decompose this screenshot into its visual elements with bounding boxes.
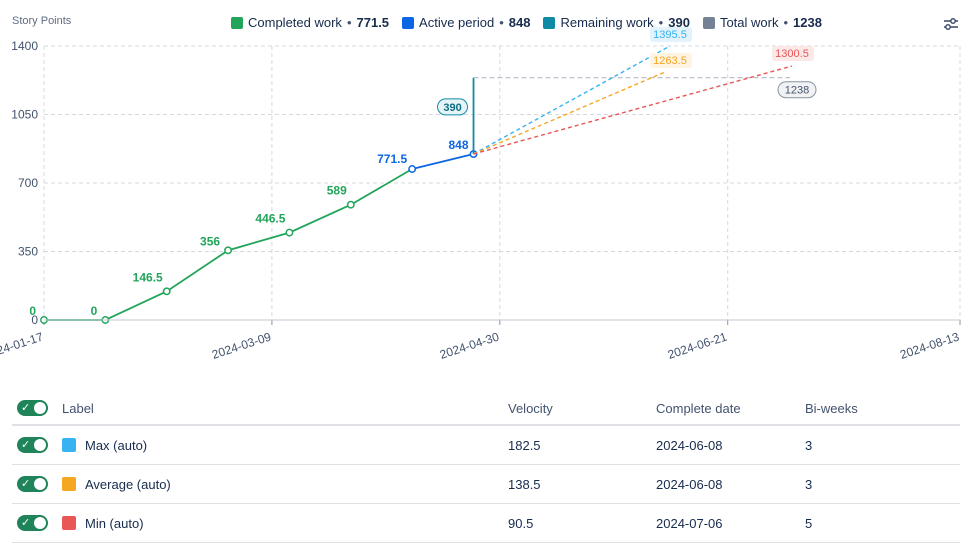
data-label: 0 (29, 304, 36, 318)
legend-value-total: 1238 (793, 15, 822, 30)
legend-swatch-total (702, 16, 715, 29)
y-tick-label: 350 (18, 245, 38, 259)
legend-swatch-completed (231, 16, 243, 29)
legend-value-completed: 771.5 (356, 15, 390, 30)
data-label: 771.5 (377, 152, 407, 166)
data-label: 446.5 (255, 212, 285, 226)
y-tick-label: 1400 (11, 39, 38, 53)
legend-value-remaining: 390 (668, 15, 690, 30)
projection-badge (772, 46, 814, 61)
sliders-icon[interactable] (942, 16, 960, 32)
data-label: 356 (200, 234, 220, 248)
toggle-average[interactable]: ✓ (17, 476, 48, 492)
legend-item-completed[interactable]: Completed work • 771.5 (231, 15, 389, 30)
projection-line (473, 65, 793, 155)
color-swatch-average (62, 477, 76, 491)
row-velocity: 138.5 (508, 476, 541, 492)
toggle-max[interactable]: ✓ (17, 437, 48, 453)
completed-work-line (44, 168, 413, 321)
legend-separator: • (783, 15, 789, 30)
data-label: 146.5 (133, 270, 163, 284)
x-tick-label: 2024-03-09 (210, 329, 273, 361)
row-label: Max (auto) (85, 437, 148, 453)
legend-label-completed: Completed work (248, 15, 342, 30)
data-point (285, 228, 294, 237)
legend-separator: • (499, 15, 504, 30)
y-axis-title: Story Points (12, 15, 72, 27)
header-label: Label (62, 400, 94, 416)
legend-item-remaining[interactable]: Remaining work • 390 (543, 15, 690, 30)
row-velocity: 182.5 (508, 437, 541, 453)
x-tick-label: 2024-08-13 (898, 329, 961, 361)
legend-item-active[interactable]: Active period • 848 (402, 15, 530, 30)
row-complete-date: 2024-06-08 (656, 476, 723, 492)
total-work-badge (777, 81, 817, 99)
table-row: ✓ Min (auto) 90.5 2024-07-06 5 (12, 504, 960, 543)
projection-line (473, 45, 671, 155)
color-swatch-min (62, 516, 76, 530)
row-label: Average (auto) (85, 476, 171, 492)
header-complete-date: Complete date (656, 400, 741, 416)
active-period-line (411, 153, 474, 170)
legend-swatch-active (402, 16, 415, 29)
row-biweeks: 5 (805, 515, 813, 531)
legend-label-active: Active period (419, 15, 495, 30)
data-label: 0 (91, 304, 98, 318)
projection-end-label: 1263.5 (653, 55, 687, 67)
legend-item-total[interactable]: Total work • 1238 (702, 15, 822, 30)
table-header: ✓ Label Velocity Complete date Bi-weeks (12, 392, 960, 426)
data-point (408, 165, 417, 173)
data-label: 589 (327, 184, 347, 198)
header-biweeks: Bi-weeks (805, 400, 858, 416)
x-tick-label: 2024-06-21 (666, 329, 729, 361)
x-tick-label: 2024-04-30 (438, 329, 501, 361)
legend-separator: • (658, 15, 664, 30)
projection-badge (650, 53, 692, 68)
projection-line (473, 71, 666, 155)
legend-separator: • (346, 15, 352, 30)
data-point (224, 246, 233, 255)
projection-end-label: 1395.5 (653, 29, 687, 41)
color-swatch-max (62, 438, 76, 452)
row-biweeks: 3 (805, 476, 813, 492)
table-row: ✓ Average (auto) 138.5 2024-06-08 3 (12, 465, 960, 504)
y-tick-label: 0 (31, 313, 38, 327)
row-complete-date: 2024-07-06 (656, 515, 723, 531)
projection-table: ✓ Label Velocity Complete date Bi-weeks … (12, 392, 960, 543)
row-velocity: 90.5 (508, 515, 534, 531)
toggle-min[interactable]: ✓ (17, 515, 48, 531)
row-complete-date: 2024-06-08 (656, 437, 723, 453)
data-point (162, 287, 171, 296)
burnup-chart: 0 350 700 1050 1400 2024-01-17 2024-03-09 2024-… (0, 27, 961, 362)
data-point (346, 200, 355, 209)
remaining-work-label: 390 (443, 102, 461, 114)
data-label: 848 (448, 138, 468, 152)
legend-swatch-remaining (543, 16, 556, 29)
y-tick-label: 1050 (11, 108, 38, 122)
table-row: ✓ Max (auto) 182.5 2024-06-08 3 (12, 426, 960, 465)
remaining-work-badge (437, 98, 469, 116)
legend-value-active: 848 (508, 15, 531, 30)
x-tick-label: 2024-01-17 (0, 329, 45, 361)
legend-label-total: Total work (719, 15, 779, 30)
y-tick-label: 700 (18, 176, 38, 190)
row-label: Min (auto) (85, 515, 144, 531)
chart-legend: Completed work • 771.5 Active period • 8… (231, 15, 822, 30)
total-work-label: 1238 (785, 85, 809, 97)
toggle-all[interactable]: ✓ (17, 400, 48, 416)
legend-label-remaining: Remaining work (560, 15, 654, 30)
row-biweeks: 3 (805, 437, 813, 453)
header-velocity: Velocity (508, 400, 553, 416)
projection-end-label: 1300.5 (775, 48, 809, 60)
projection-badge (650, 27, 692, 42)
